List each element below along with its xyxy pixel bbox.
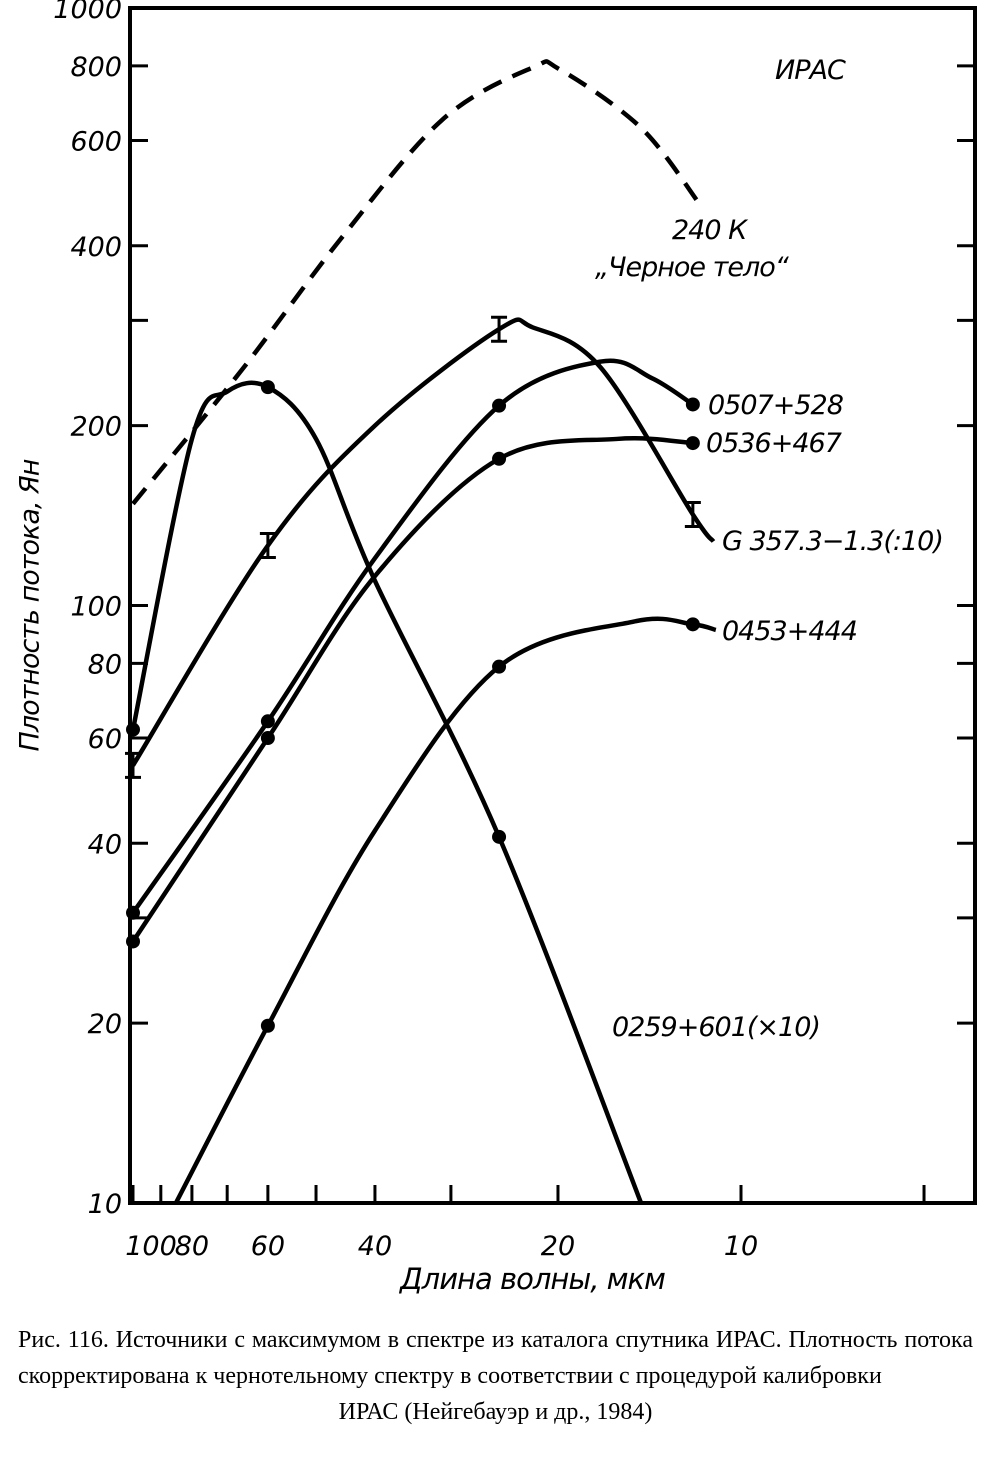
caption-last-line: ИРАС (Нейгебауэр и др., 1984) — [338, 1399, 653, 1425]
y-tick-label: 40 — [88, 829, 122, 860]
series-0507-528-point — [685, 397, 700, 412]
plot-frame — [128, 6, 977, 1205]
blackbody-name-label: „Черное тело“ — [595, 252, 789, 283]
y-tick-label: 800 — [70, 52, 122, 83]
y-tick-label: 10 — [88, 1189, 122, 1220]
series-0453-444-point — [260, 1018, 275, 1033]
series-label-0259: 0259+601(×10) — [612, 1012, 821, 1043]
series-0259-601-10--point — [126, 722, 140, 737]
series-0507-528-point — [260, 714, 275, 729]
y-tick-label: 100 — [70, 592, 122, 623]
figure-caption: Рис. 116. Источники с максимумом в спект… — [18, 1322, 973, 1430]
series-g-357-3-1-3-10--line — [131, 317, 716, 767]
y-tick-label: 80 — [88, 649, 122, 680]
series-0536-467-line — [131, 436, 694, 943]
series-240-k-line — [131, 59, 702, 506]
x-tick-label: 60 — [251, 1231, 285, 1262]
series-0453-444-point — [492, 659, 507, 674]
caption-text: Рис. 116. Источники с максимумом в спект… — [18, 1327, 973, 1389]
series-label-0507: 0507+528 — [708, 390, 844, 421]
series-0536-467-point — [260, 731, 275, 746]
y-tick-label: 200 — [70, 412, 122, 443]
series-0507-528-point — [126, 905, 140, 920]
y-tick-label: 20 — [88, 1009, 122, 1040]
series-0259-601-10--point — [260, 380, 275, 395]
series-0536-467-point — [492, 451, 507, 466]
x-tick-label: 20 — [541, 1231, 575, 1262]
series-0507-528-point — [492, 398, 507, 413]
series-0507-528-line — [131, 358, 695, 915]
y-tick-label: 400 — [70, 232, 122, 263]
series-0259-601-10--point — [492, 829, 507, 844]
series-0453-444-point — [685, 617, 700, 632]
series-0259-601-10--line — [130, 380, 644, 1203]
y-tick-label: 60 — [88, 724, 122, 755]
x-tick-label: 100 — [125, 1231, 177, 1262]
series-label-0536: 0536+467 — [706, 428, 842, 459]
y-tick-label: 600 — [70, 127, 122, 158]
series-0536-467-point — [126, 934, 140, 949]
x-axis-label: Длина волны, мкм — [400, 1262, 666, 1296]
iras-title: ИРАС — [775, 55, 846, 86]
y-tick-label: 1000 — [53, 0, 122, 25]
x-tick-label: 80 — [175, 1231, 209, 1262]
series-0453-444-line — [173, 616, 717, 1203]
y-axis-label: Плотность потока, Ян — [14, 459, 46, 752]
x-tick-label: 10 — [724, 1231, 758, 1262]
blackbody-temp-label: 240 К — [672, 215, 747, 246]
series-label-g357: G 357.3−1.3(:10) — [722, 526, 944, 557]
series-0536-467-point — [685, 436, 700, 451]
series-label-0453: 0453+444 — [722, 616, 858, 647]
x-tick-label: 40 — [358, 1231, 392, 1262]
